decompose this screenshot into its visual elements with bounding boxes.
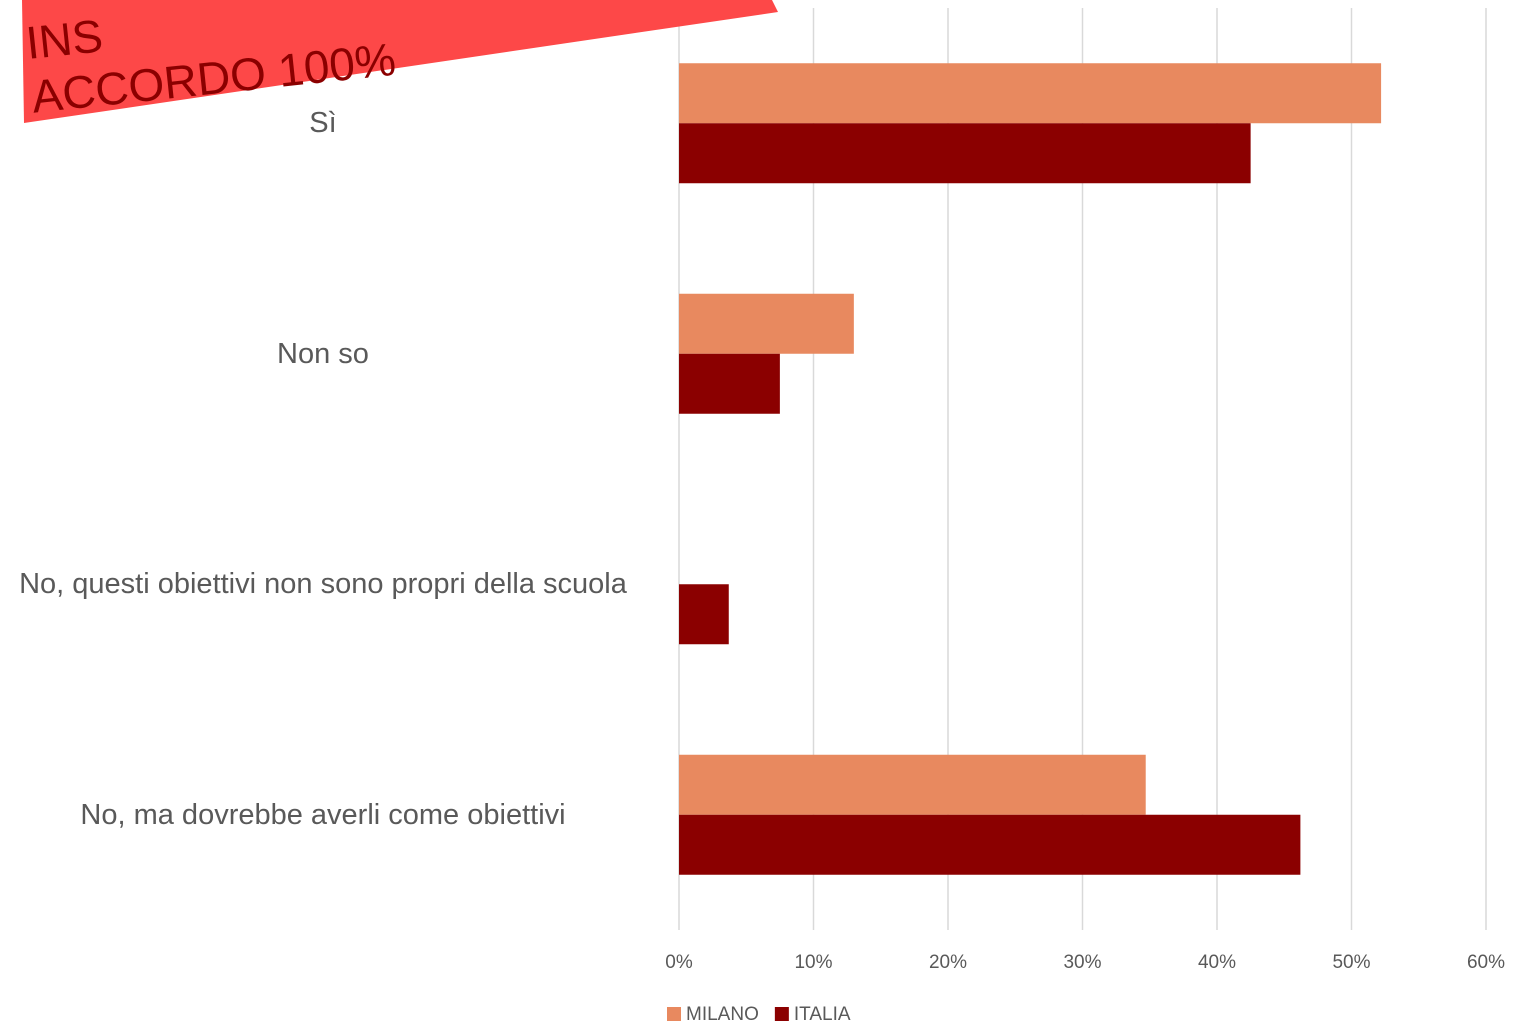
legend-label: MILANO — [686, 1004, 759, 1025]
bar — [679, 293, 854, 354]
bar — [679, 353, 780, 414]
x-tick-label: 40% — [1198, 952, 1236, 973]
bar — [679, 123, 1251, 184]
category-label: Sì — [309, 107, 337, 140]
category-label: No, questi obiettivi non sono propri del… — [19, 568, 627, 601]
bar — [679, 63, 1382, 124]
category-label: Non so — [277, 337, 369, 370]
x-tick-label: 30% — [1063, 952, 1101, 973]
x-tick-label: 0% — [665, 952, 693, 973]
category-label: No, ma dovrebbe averli come obiettivi — [80, 798, 566, 831]
bar — [679, 754, 1146, 815]
bar — [679, 814, 1301, 875]
x-tick-label: 10% — [794, 952, 832, 973]
legend-swatch — [667, 1007, 681, 1021]
x-tick-label: 50% — [1332, 952, 1370, 973]
x-tick-label: 20% — [929, 952, 967, 973]
legend-swatch — [774, 1007, 789, 1021]
x-tick-label: 60% — [1467, 952, 1505, 973]
bar — [679, 584, 729, 645]
annotation-text: INS — [23, 9, 105, 69]
legend-label: ITALIA — [794, 1004, 851, 1025]
annotation-banner — [22, 0, 778, 123]
